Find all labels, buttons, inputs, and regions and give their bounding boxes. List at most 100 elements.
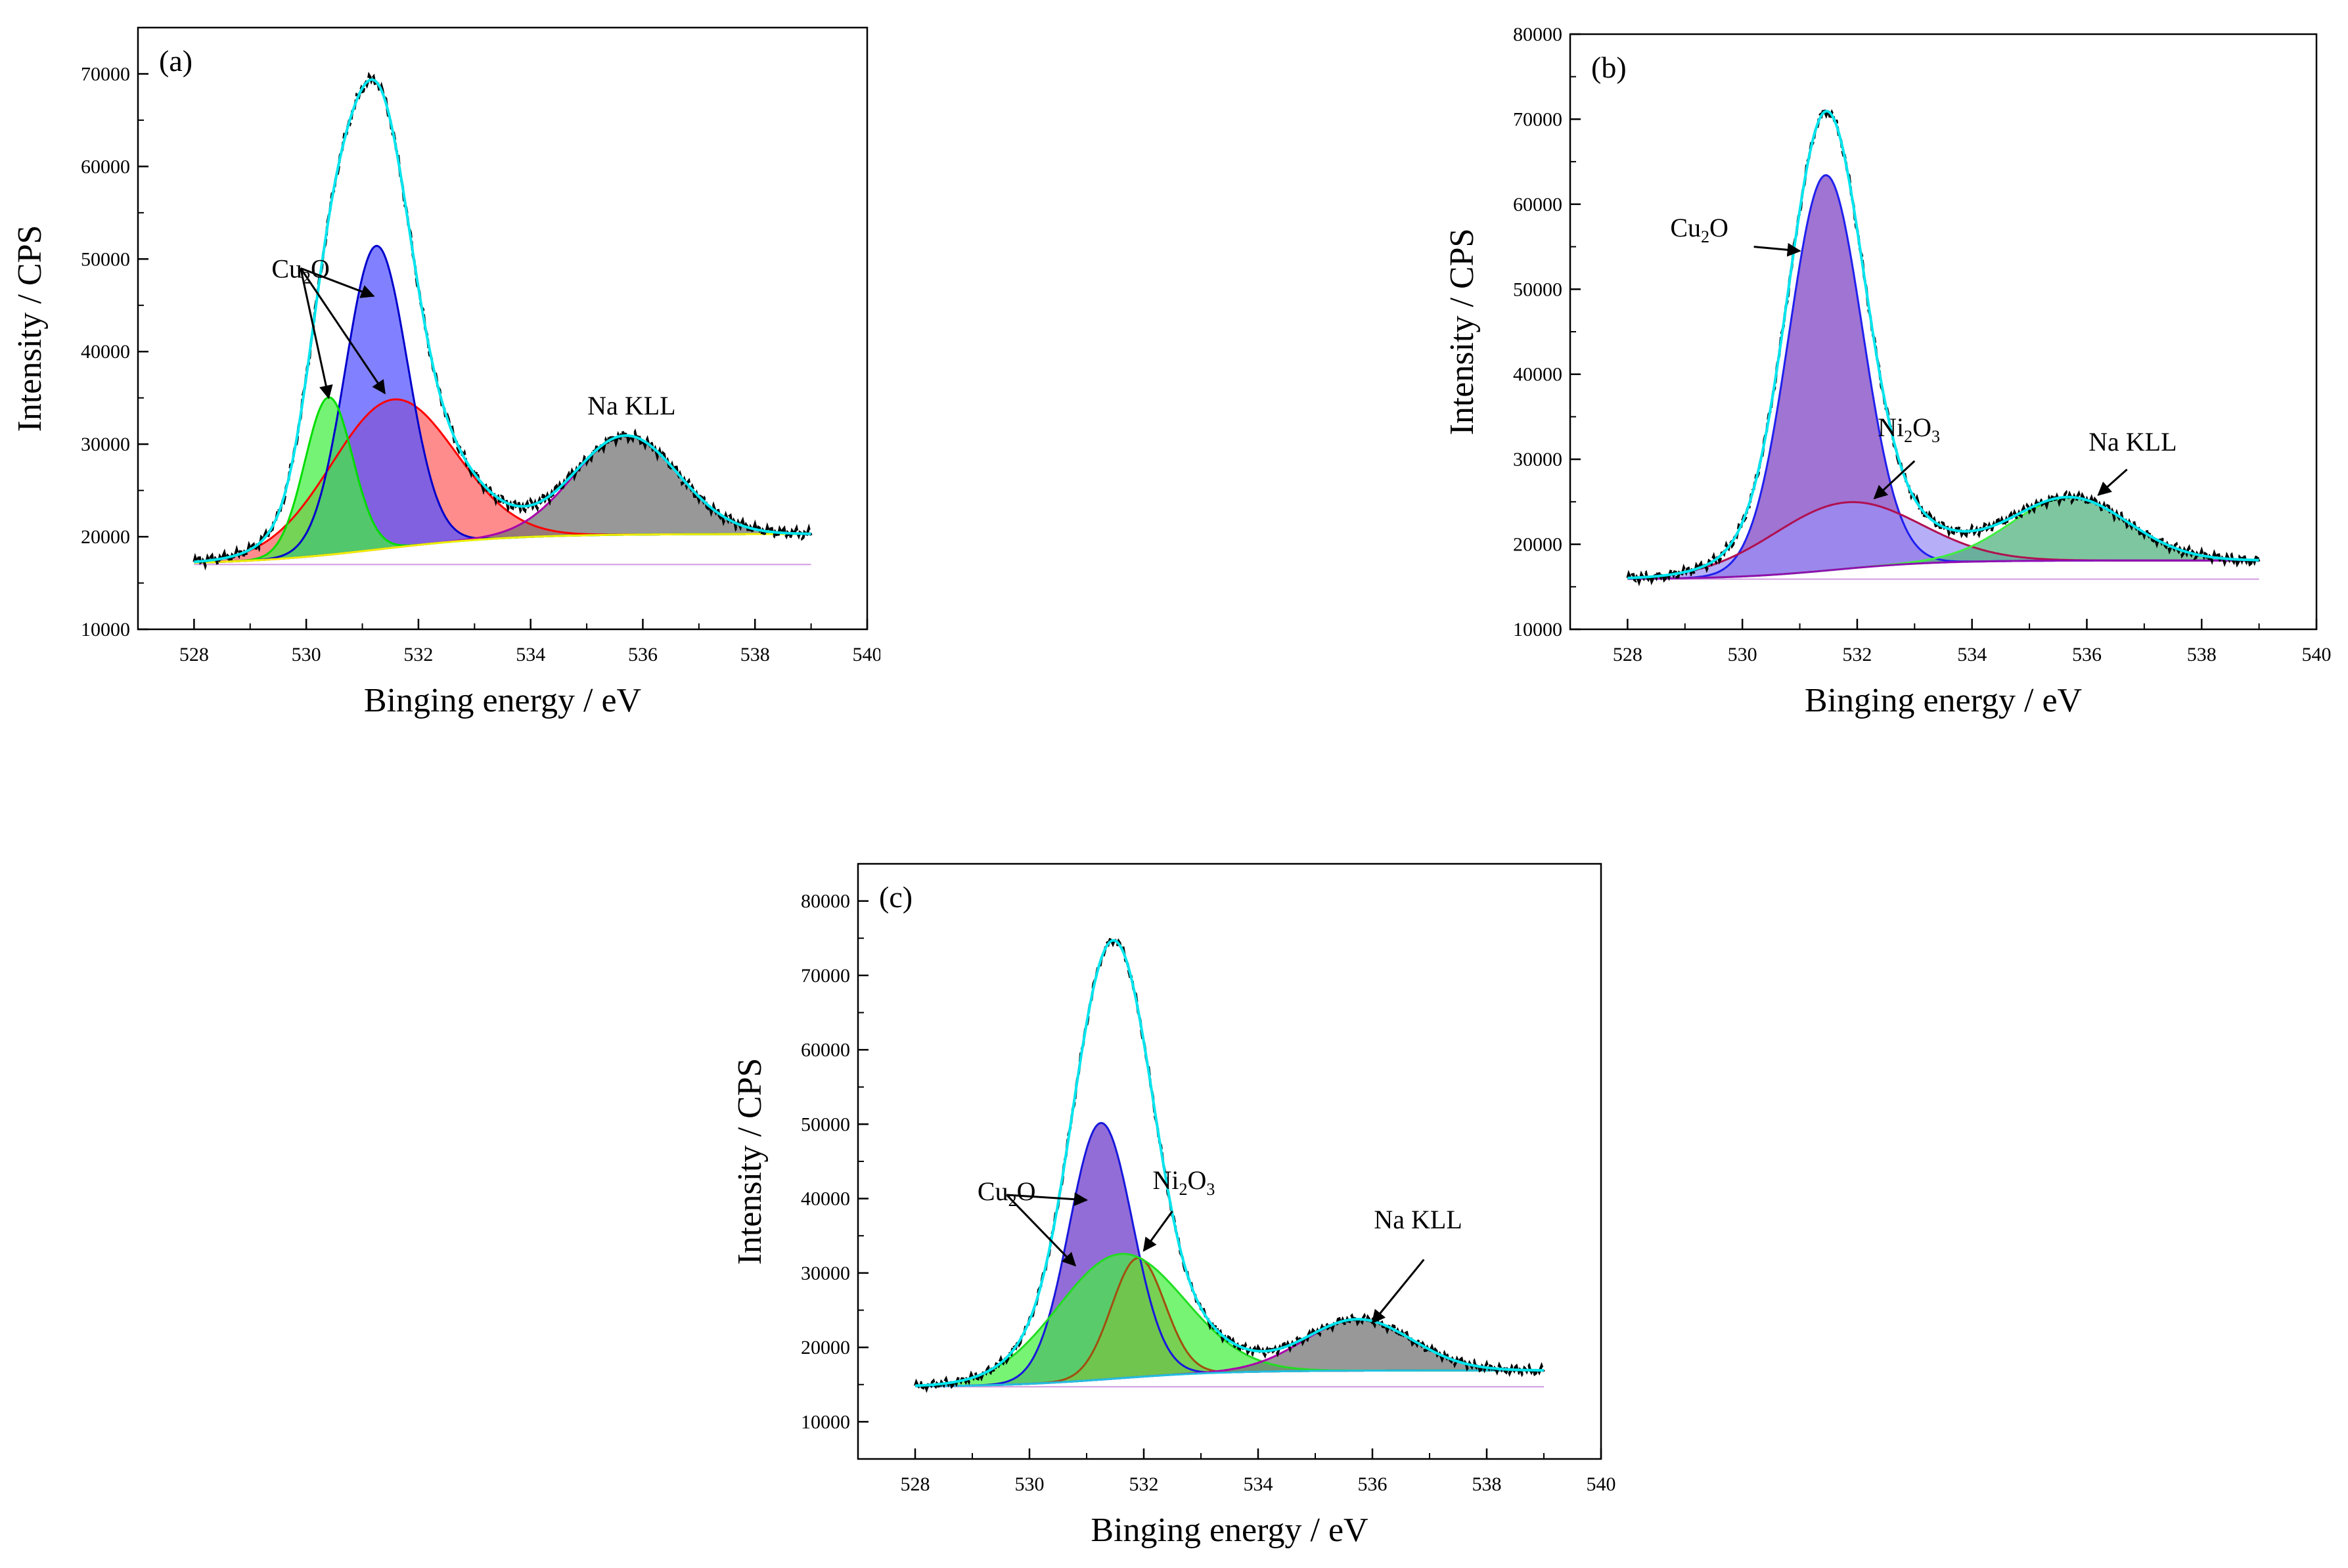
panel-label: (a) (159, 44, 192, 78)
y-tick-label: 60000 (81, 156, 130, 177)
chart-panel-c: 528 530 532 534 536 538 540 10000 20000 30000 4000… (716, 821, 1632, 1568)
x-tick-label: 536 (628, 644, 658, 665)
annotation-text: Cu (978, 1176, 1008, 1206)
annotation-label: Cu2O (271, 254, 330, 287)
x-tick-label: 540 (1587, 1473, 1616, 1495)
annotation-label: Na KLL (587, 391, 675, 420)
x-tick-label: 528 (179, 644, 209, 665)
y-tick-label: 10000 (1513, 619, 1562, 640)
y-tick-label: 70000 (801, 965, 850, 987)
y-tick-label: 10000 (81, 619, 130, 640)
component-fill-4 (194, 436, 811, 563)
annotation-text: Ni (1878, 413, 1904, 442)
annotation-text: Cu (271, 254, 302, 283)
x-tick-label: 532 (403, 644, 433, 665)
component-fill-4 (915, 1319, 1544, 1387)
annotation-label: Na KLL (1374, 1205, 1462, 1234)
y-axis-label: Intensity / CPS (1443, 229, 1481, 436)
annotation-label: Ni2O3 (1878, 413, 1940, 446)
annotation-subscript-2: 3 (1931, 427, 1940, 446)
y-tick-label: 30000 (801, 1263, 850, 1284)
annotation-tail: O (1709, 213, 1728, 242)
annotation-label: Na KLL (2088, 427, 2177, 457)
annotation-tail: O (1187, 1165, 1206, 1195)
component-fill-3 (1627, 497, 2259, 579)
x-axis-label: Binging energy / eV (364, 682, 641, 719)
annotation-arrow (1753, 242, 1801, 257)
annotation-tail: O (1017, 1176, 1036, 1206)
annotation-text: Cu (1670, 213, 1701, 242)
chart-panel-b: 528 530 532 534 536 538 540 10000 20000 30000 4000… (1432, 0, 2348, 742)
x-tick-label: 536 (2072, 644, 2102, 665)
y-tick-label: 30000 (81, 434, 130, 455)
chart-panel-a: 528 530 532 534 536 538 540 10000 20000 30000 4000… (0, 0, 880, 742)
annotation-arrow (2097, 468, 2128, 496)
component-fill-2 (1627, 502, 2259, 579)
annotation-arrow (300, 268, 333, 399)
raw-data-line (1626, 104, 2261, 587)
y-tick-label: 40000 (1513, 364, 1562, 386)
envelope-line (1627, 110, 2259, 579)
y-tick-label: 80000 (1513, 24, 1562, 45)
x-tick-label: 534 (516, 644, 545, 665)
raw-data-line (914, 933, 1545, 1393)
x-tick-label: 530 (1015, 1473, 1045, 1495)
annotation-text: Ni (1152, 1165, 1179, 1195)
panel-label: (c) (879, 880, 913, 914)
x-tick-label: 540 (2302, 644, 2332, 665)
x-tick-label: 536 (1358, 1473, 1388, 1495)
component-fill-1 (1627, 175, 2259, 579)
annotation-subscript: 2 (1904, 427, 1912, 446)
y-tick-label: 50000 (81, 248, 130, 270)
annotation-arrow (300, 267, 375, 298)
x-tick-label: 532 (1842, 644, 1872, 665)
xps-chart-a: 528 530 532 534 536 538 540 10000 20000 30000 4000… (11, 26, 881, 719)
y-tick-label: 60000 (801, 1039, 850, 1061)
annotation-arrow (1006, 1194, 1077, 1267)
background-curve (1627, 559, 2259, 580)
x-axis-label: Binging energy / eV (1805, 682, 2082, 719)
x-tick-label: 530 (292, 644, 321, 665)
annotation-text: Na KLL (587, 391, 675, 420)
x-tick-label: 534 (1244, 1473, 1273, 1495)
y-axis-label: Intensity / CPS (731, 1058, 769, 1265)
y-tick-label: 40000 (801, 1188, 850, 1210)
plot-frame (137, 26, 869, 631)
y-tick-label: 30000 (1513, 449, 1562, 470)
x-tick-label: 538 (740, 644, 770, 665)
y-tick-label: 20000 (1513, 534, 1562, 556)
x-tick-label: 534 (1957, 644, 1987, 665)
y-tick-label: 10000 (801, 1411, 850, 1433)
y-tick-label: 40000 (81, 341, 130, 363)
x-tick-label: 532 (1129, 1473, 1159, 1495)
x-tick-label: 540 (853, 644, 881, 665)
x-tick-label: 538 (1472, 1473, 1502, 1495)
y-tick-label: 70000 (1513, 108, 1562, 130)
y-tick-label: 70000 (81, 63, 130, 85)
annotation-arrow (1006, 1192, 1089, 1207)
xps-chart-b: 528 530 532 534 536 538 540 10000 20000 30000 4000… (1443, 24, 2332, 719)
y-tick-label: 60000 (1513, 194, 1562, 215)
background-curve (915, 1369, 1544, 1387)
annotation-label: Cu2O (978, 1176, 1036, 1210)
y-tick-label: 50000 (801, 1113, 850, 1135)
y-tick-label: 80000 (801, 891, 850, 912)
panel-label: (b) (1591, 51, 1627, 84)
annotation-arrow (1371, 1259, 1425, 1324)
envelope-line (194, 78, 811, 564)
y-tick-label: 20000 (81, 526, 130, 548)
annotation-label: Ni2O3 (1152, 1165, 1215, 1199)
y-tick-label: 20000 (801, 1337, 850, 1358)
raw-data-line (192, 72, 813, 571)
background-curve (194, 533, 811, 564)
x-axis-label: Binging energy / eV (1091, 1512, 1368, 1549)
annotation-arrow (1142, 1210, 1173, 1252)
x-tick-label: 530 (1728, 644, 1757, 665)
x-tick-label: 528 (901, 1473, 930, 1495)
annotation-text: Na KLL (2088, 427, 2177, 457)
annotation-arrow (1873, 460, 1916, 500)
annotation-subscript: 2 (1701, 227, 1709, 246)
annotation-text: Na KLL (1374, 1205, 1462, 1234)
annotation-arrow (300, 267, 386, 395)
xps-chart-c: 528 530 532 534 536 538 540 10000 20000 30000 4000… (731, 862, 1616, 1549)
